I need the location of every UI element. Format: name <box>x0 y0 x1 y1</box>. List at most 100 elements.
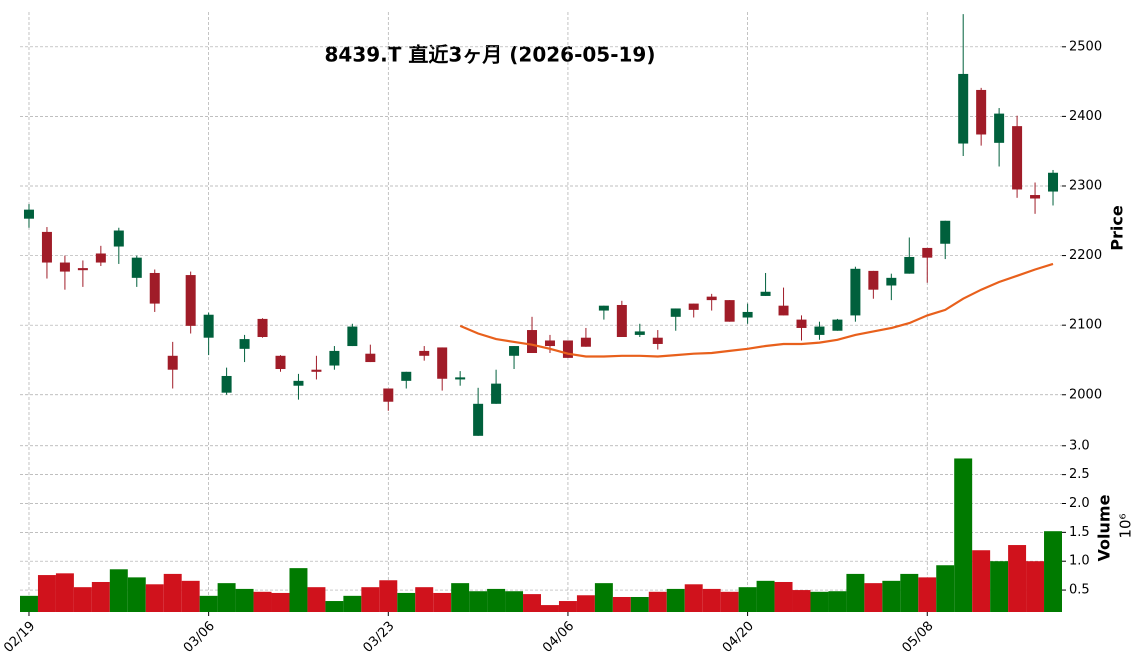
y-tick-label: 2400 <box>1069 109 1102 124</box>
volume-bar <box>864 583 883 612</box>
candle-body <box>886 277 897 286</box>
candle-body <box>293 380 304 386</box>
chart-title: 8439.T 直近3ヶ月 (2026-05-19) <box>325 43 656 67</box>
candle-body <box>616 304 627 338</box>
y-tick-label: 2000 <box>1069 387 1102 402</box>
candle-body <box>221 375 232 393</box>
candle-body <box>580 337 591 347</box>
x-tick-label: 04/20 <box>720 619 757 656</box>
candle-body <box>922 247 933 258</box>
candle-body <box>1012 126 1023 190</box>
volume-bar <box>954 458 973 612</box>
y-tick-label: 2300 <box>1069 178 1102 193</box>
candle-body <box>401 371 412 381</box>
x-tick-label: 03/06 <box>181 619 218 656</box>
volume-bar <box>720 591 739 612</box>
volume-bar <box>612 596 631 612</box>
volume-bar <box>73 587 92 612</box>
volume-bar <box>217 583 236 612</box>
candle-body <box>257 318 268 338</box>
candle-body <box>77 268 88 271</box>
candle-body <box>41 231 52 263</box>
volume-tick-label: 2.0 <box>1069 496 1090 511</box>
candle-body <box>634 331 645 335</box>
candle-body <box>113 230 124 247</box>
candle-body <box>149 272 160 304</box>
candle-body <box>706 296 717 301</box>
volume-bar <box>1008 545 1027 612</box>
candle-body <box>814 326 825 335</box>
volume-bar <box>558 601 577 612</box>
x-tick-label: 04/06 <box>540 619 577 656</box>
volume-bar <box>433 592 452 612</box>
volume-bar <box>882 580 901 612</box>
candle-body <box>688 303 699 310</box>
candle-body <box>365 353 376 363</box>
volume-bar <box>343 595 362 612</box>
volume-bar <box>810 591 829 612</box>
volume-bar <box>253 591 272 612</box>
volume-bar <box>541 605 559 612</box>
candle-body <box>832 319 843 331</box>
volume-bar <box>774 581 793 612</box>
volume-bar <box>397 592 416 612</box>
volume-bar <box>828 591 847 612</box>
candle-body <box>598 305 609 311</box>
volume-bar <box>415 587 434 612</box>
volume-bar <box>630 596 649 612</box>
candle-body <box>562 340 573 358</box>
volume-bar <box>469 591 488 612</box>
volume-bar <box>900 573 919 612</box>
volume-bar <box>145 584 164 612</box>
volume-bar <box>792 590 811 612</box>
candle-body <box>760 291 771 296</box>
volume-bar <box>361 587 380 612</box>
candle-body <box>509 346 520 356</box>
volume-bar <box>576 595 595 612</box>
volume-bar <box>523 594 541 612</box>
volume-bar <box>972 550 991 612</box>
candle-body <box>940 220 951 244</box>
volume-bar <box>235 588 254 612</box>
volume-bar <box>936 565 955 612</box>
volume-bar <box>702 588 721 612</box>
volume-exponent: 10⁶ <box>1117 513 1135 538</box>
candle-body <box>976 89 987 135</box>
x-tick-label: 03/23 <box>360 619 397 656</box>
candle-body <box>491 383 502 404</box>
volume-bar <box>990 561 1009 612</box>
volume-tick-label: 0.5 <box>1069 583 1090 598</box>
volume-tick-label: 3.0 <box>1069 438 1090 453</box>
candle-body <box>850 268 861 316</box>
candle-body <box>239 339 250 349</box>
volume-bar <box>918 577 937 612</box>
candle-body <box>544 340 555 347</box>
volume-bar <box>594 583 613 612</box>
volume-bar <box>199 595 218 612</box>
y-tick-label: 2100 <box>1069 318 1102 333</box>
volume-tick-label: 1.0 <box>1069 554 1090 569</box>
volume-bar <box>20 595 38 612</box>
candle-body <box>437 347 448 379</box>
volume-axis-label: Volume <box>1095 494 1114 561</box>
y-tick-label: 2200 <box>1069 248 1102 263</box>
volume-bar <box>1044 531 1062 612</box>
candle-body <box>95 253 106 263</box>
volume-bar <box>307 587 326 612</box>
candle-body <box>742 311 753 318</box>
candle-body <box>994 113 1005 143</box>
volume-bar <box>487 588 506 612</box>
volume-bar <box>163 573 182 612</box>
volume-bar <box>846 573 865 612</box>
candle-body <box>347 326 358 347</box>
candle-body <box>796 319 807 328</box>
volume-bar <box>37 575 56 612</box>
volume-bar <box>379 580 398 612</box>
x-tick-label: 05/08 <box>899 619 936 656</box>
volume-bar <box>1026 561 1045 612</box>
volume-tick-label: 1.5 <box>1069 525 1090 540</box>
candle-body <box>1030 195 1041 199</box>
candle-body <box>724 300 735 322</box>
volume-bar <box>55 573 74 612</box>
